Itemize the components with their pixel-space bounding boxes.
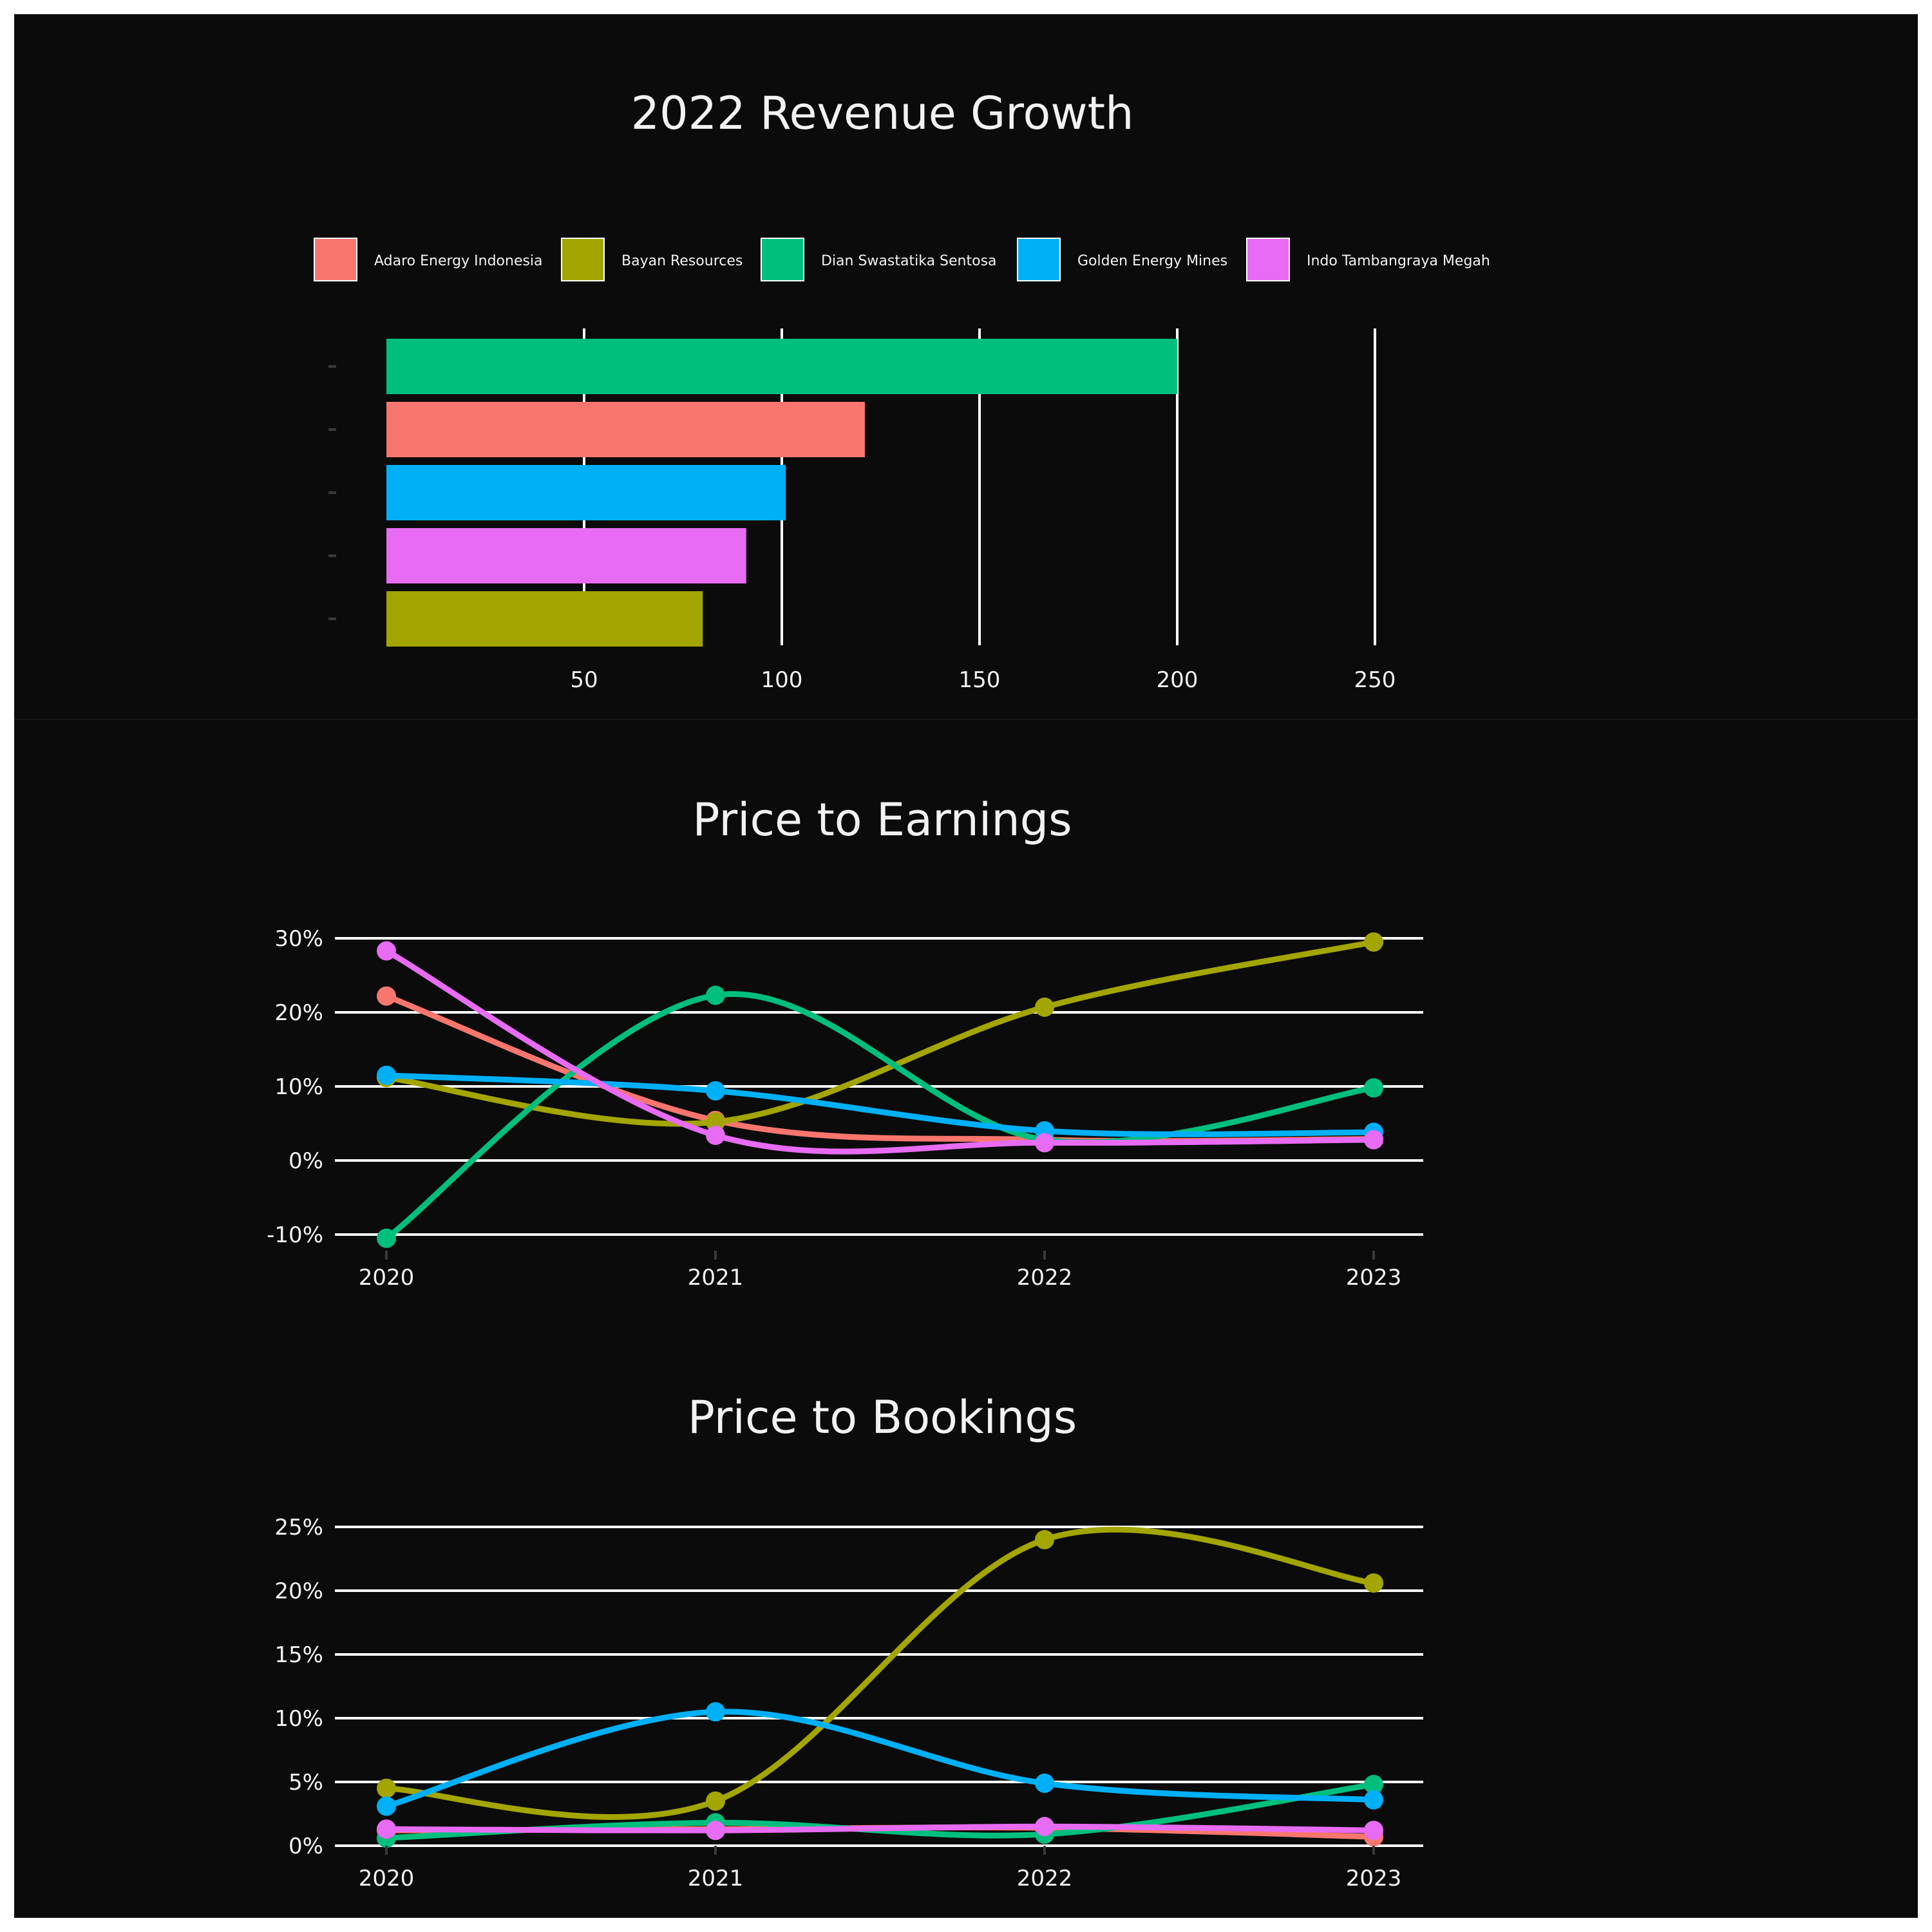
price-to-earnings-y-tick: 0% (289, 1148, 323, 1174)
price-to-bookings-x-tick: 2022 (1017, 1866, 1073, 1891)
price-to-bookings-point-bayan-resources (1035, 1530, 1054, 1549)
legend-label-golden-energy-mines: Golden Energy Mines (1077, 253, 1227, 269)
price-to-earnings-point-bayan-resources (1035, 998, 1054, 1017)
legend-swatch-dian-swastatika-sentosa (761, 238, 804, 281)
bar-dian-swastatika-sentosa (386, 339, 1177, 394)
price-to-earnings-point-dian-swastatika-sentosa (1364, 1078, 1383, 1097)
revenue-growth-title: 2022 Revenue Growth (631, 87, 1134, 140)
price-to-bookings-line-golden-energy-mines (386, 1712, 1374, 1806)
price-to-bookings-y-tick: 5% (289, 1770, 323, 1795)
price-to-earnings-point-dian-swastatika-sentosa (377, 1229, 396, 1248)
legend-swatch-indo-tambangraya-megah (1247, 238, 1289, 281)
revenue-growth-x-tick: 200 (1157, 667, 1198, 693)
revenue-growth-x-tick: 250 (1354, 667, 1396, 693)
price-to-bookings-point-indo-tambangraya-megah (1035, 1817, 1054, 1836)
price-to-earnings-point-indo-tambangraya-megah (706, 1126, 725, 1145)
price-to-bookings-x-tick: 2023 (1346, 1866, 1402, 1891)
price-to-bookings-point-golden-energy-mines (706, 1702, 725, 1721)
legend-label-adaro-energy-indonesia: Adaro Energy Indonesia (374, 253, 543, 269)
price-to-earnings-y-tick: -10% (267, 1222, 323, 1248)
revenue-growth-x-ticks: 50 100 150 200 250 (570, 667, 1396, 693)
legend-swatch-adaro-energy-indonesia (314, 238, 357, 281)
price-to-earnings-y-tick: 10% (274, 1074, 323, 1100)
price-to-earnings-x-tick: 2022 (1017, 1265, 1073, 1291)
price-to-bookings-point-golden-energy-mines (1364, 1790, 1383, 1810)
price-to-bookings-line-bayan-resources (386, 1530, 1374, 1817)
legend-label-bayan-resources: Bayan Resources (621, 253, 743, 269)
legend-swatch-bayan-resources (562, 238, 604, 281)
price-to-bookings-y-tick: 20% (274, 1578, 323, 1604)
price-to-earnings-point-indo-tambangraya-megah (377, 942, 396, 961)
revenue-growth-x-tick: 50 (570, 667, 598, 693)
price-to-bookings-y-tick: 0% (289, 1833, 323, 1859)
price-to-bookings-chart: Price to Bookings 0% 5% 10% 15% 20% 25% 2020 20… (274, 1391, 1423, 1891)
price-to-earnings-y-tick: 20% (274, 1000, 323, 1026)
price-to-bookings-y-tick: 25% (274, 1515, 323, 1540)
price-to-bookings-y-tick: 10% (274, 1706, 323, 1732)
price-to-bookings-title: Price to Bookings (688, 1391, 1077, 1444)
price-to-earnings-line-bayan-resources (386, 942, 1374, 1124)
legend-swatch-golden-energy-mines (1018, 238, 1060, 281)
price-to-bookings-point-indo-tambangraya-megah (706, 1821, 725, 1840)
price-to-bookings-point-bayan-resources (377, 1779, 396, 1798)
price-to-earnings-point-bayan-resources (1364, 933, 1383, 952)
price-to-earnings-y-tick: 30% (274, 926, 323, 952)
price-to-earnings-point-indo-tambangraya-megah (1035, 1133, 1054, 1152)
bar-golden-energy-mines (386, 465, 786, 520)
price-to-earnings-point-dian-swastatika-sentosa (706, 986, 725, 1005)
price-to-earnings-chart: Price to Earnings -10% 0% 10% 20% 30% 2020 202… (267, 793, 1423, 1291)
price-to-bookings-lines (377, 1530, 1383, 1848)
price-to-earnings-line-dian-swastatika-sentosa (386, 994, 1374, 1238)
price-to-bookings-x-tick: 2020 (359, 1866, 415, 1891)
price-to-bookings-point-indo-tambangraya-megah (377, 1819, 396, 1839)
revenue-growth-x-tick: 100 (761, 667, 803, 693)
revenue-growth-bars (328, 339, 1177, 647)
price-to-earnings-x-tick: 2020 (359, 1265, 415, 1291)
price-to-bookings-point-golden-energy-mines (377, 1797, 396, 1816)
bar-bayan-resources (386, 591, 703, 647)
price-to-earnings-x-tick: 2023 (1346, 1265, 1402, 1291)
price-to-earnings-point-golden-energy-mines (377, 1066, 396, 1085)
price-to-bookings-line-indo-tambangraya-megah (386, 1826, 1374, 1830)
price-to-earnings-title: Price to Earnings (692, 793, 1072, 846)
price-to-earnings-point-indo-tambangraya-megah (1364, 1130, 1383, 1150)
price-to-earnings-point-adaro-energy-indonesia (377, 987, 396, 1006)
bar-indo-tambangraya-megah (386, 528, 746, 583)
price-to-earnings-x-tick: 2021 (688, 1265, 744, 1291)
price-to-bookings-point-indo-tambangraya-megah (1364, 1821, 1383, 1840)
legend-label-dian-swastatika-sentosa: Dian Swastatika Sentosa (821, 253, 997, 269)
bar-adaro-energy-indonesia (386, 402, 865, 457)
price-to-earnings-lines (377, 933, 1383, 1248)
price-to-bookings-point-golden-energy-mines (1035, 1774, 1054, 1793)
price-to-bookings-x-tick: 2021 (688, 1866, 744, 1891)
legend-label-indo-tambangraya-megah: Indo Tambangraya Megah (1307, 253, 1490, 269)
price-to-bookings-point-bayan-resources (706, 1792, 725, 1811)
revenue-growth-chart: 2022 Revenue Growth Adaro Energy Indones… (314, 87, 1490, 693)
revenue-growth-x-tick: 150 (959, 667, 1001, 693)
price-to-earnings-grid (335, 938, 1423, 1235)
price-to-bookings-y-tick: 15% (274, 1642, 323, 1668)
legend: Adaro Energy Indonesia Bayan Resources Dia… (314, 238, 1490, 281)
price-to-earnings-point-golden-energy-mines (706, 1081, 725, 1101)
price-to-bookings-point-bayan-resources (1364, 1573, 1383, 1593)
